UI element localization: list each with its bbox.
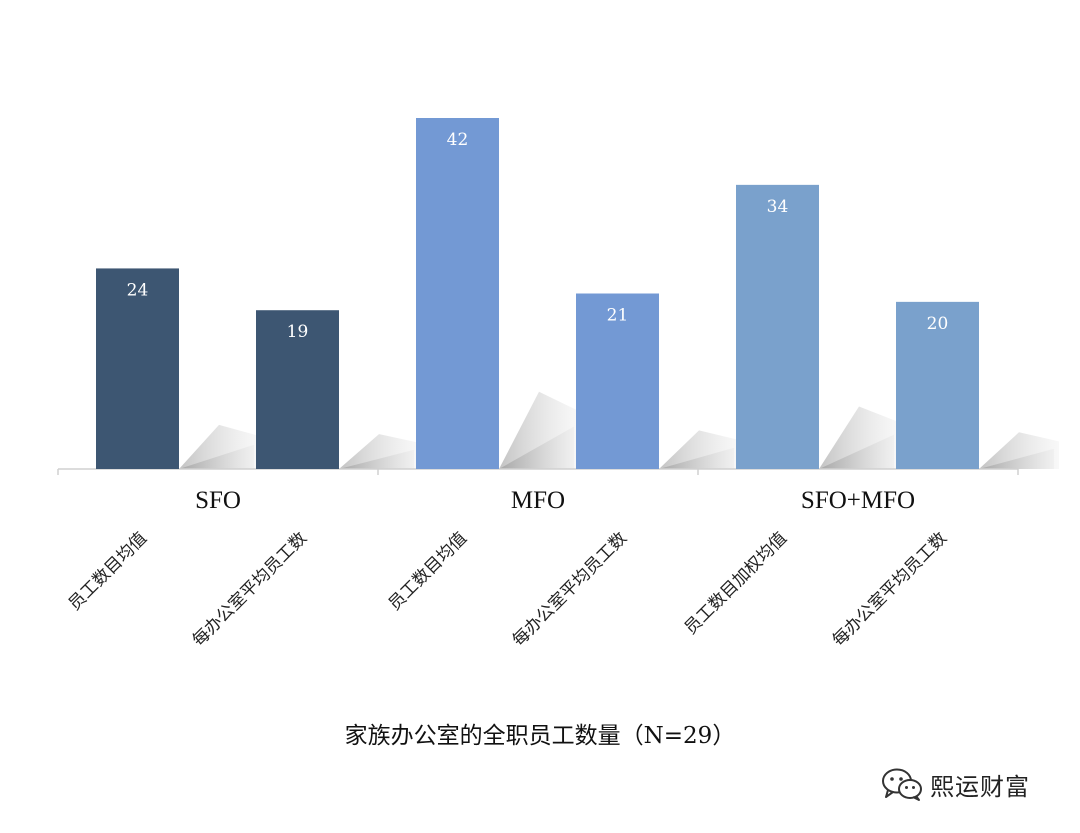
bar-value-label: 42: [447, 130, 469, 150]
bars: [96, 118, 979, 469]
bar-value-label: 21: [607, 306, 629, 326]
watermark-text: 熙运财富: [930, 772, 1030, 801]
bar-shadow: [819, 406, 899, 469]
bar-value-label: 34: [767, 197, 789, 217]
category-label: 每办公室平均员工数: [829, 528, 951, 650]
group-label: MFO: [511, 487, 565, 514]
bar-sfo-1: [96, 268, 179, 469]
bar-shadow: [659, 430, 739, 469]
bar-mfo-2: [576, 293, 659, 469]
bar-shadows: [179, 391, 1059, 469]
group-label: SFO+MFO: [801, 487, 915, 514]
category-label: 员工数目均值: [385, 528, 471, 614]
bar-mfo-1: [416, 118, 499, 469]
bar-shadow: [979, 432, 1059, 469]
bar-sfo-2: [256, 310, 339, 469]
category-label: 员工数目加权均值: [681, 528, 791, 638]
watermark: 熙运财富: [880, 764, 1060, 804]
bar-value-label: 20: [927, 314, 949, 334]
bar-value-label: 19: [287, 322, 309, 342]
bar-sfo-plus-mfo-2: [896, 301, 979, 469]
category-label: 员工数目均值: [65, 528, 151, 614]
group-label: SFO: [195, 487, 241, 514]
chart-title: 家族办公室的全职员工数量（N=29）: [344, 723, 736, 749]
bar-shadow: [499, 391, 579, 469]
bar-sfo-plus-mfo-1: [736, 184, 819, 469]
x-axis-ticks: [57, 469, 1019, 475]
bar-chart: 24 员工数目均值 19 每办公室平均员工数 SFO 42 员工数目均值 21 每办公室平均员工…: [57, 118, 1059, 651]
bar-shadow: [179, 424, 259, 469]
category-label: 每办公室平均员工数: [509, 528, 631, 650]
bar-shadow: [339, 434, 419, 469]
category-label: 每办公室平均员工数: [189, 528, 311, 650]
wechat-icon: [882, 768, 922, 801]
bar-value-label: 24: [127, 280, 149, 300]
